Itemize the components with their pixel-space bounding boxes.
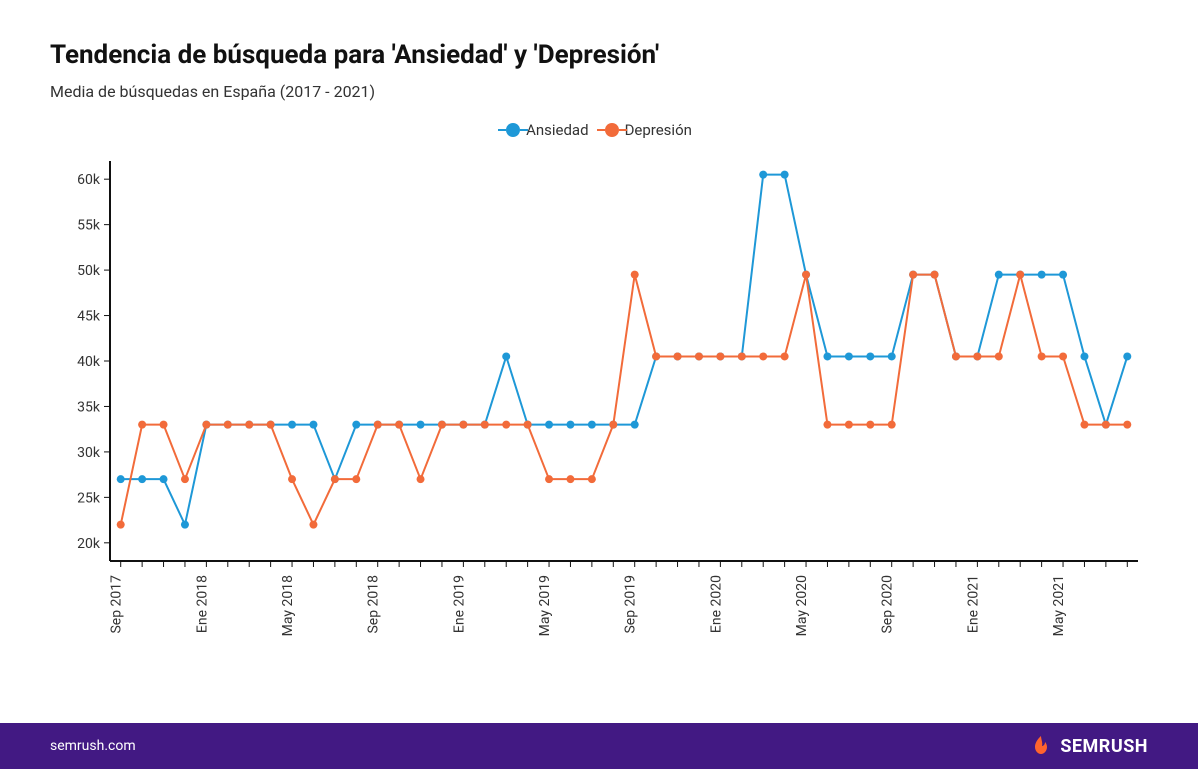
svg-text:45k: 45k	[77, 309, 101, 325]
svg-text:Sep 2020: Sep 2020	[880, 575, 896, 634]
chart-subtitle: Media de búsquedas en España (2017 - 202…	[50, 82, 1148, 101]
svg-text:Ene 2021: Ene 2021	[965, 575, 981, 633]
svg-text:Ene 2018: Ene 2018	[194, 575, 210, 633]
svg-text:55k: 55k	[77, 218, 101, 234]
svg-text:30k: 30k	[77, 445, 101, 461]
legend-label: Ansiedad	[526, 121, 589, 139]
svg-text:May 2019: May 2019	[537, 575, 553, 636]
svg-text:50k: 50k	[77, 263, 101, 279]
legend-item: Depresión	[605, 121, 692, 139]
svg-text:Sep 2019: Sep 2019	[623, 575, 639, 634]
footer-brand: SEMRUSH	[1028, 734, 1148, 758]
svg-text:May 2018: May 2018	[280, 575, 296, 636]
chart-legend: Ansiedad Depresión	[50, 121, 1148, 141]
footer-bar: semrush.com SEMRUSH	[0, 723, 1198, 769]
brand-text: SEMRUSH	[1060, 736, 1148, 757]
legend-item: Ansiedad	[506, 121, 589, 139]
svg-text:Ene 2020: Ene 2020	[708, 575, 724, 633]
svg-text:20k: 20k	[77, 536, 101, 552]
legend-label: Depresión	[625, 121, 692, 139]
svg-text:Sep 2017: Sep 2017	[109, 575, 125, 634]
svg-text:40k: 40k	[77, 354, 101, 370]
svg-text:35k: 35k	[77, 399, 101, 415]
chart-area: Ansiedad Depresión 20k 25k 30k 35k 40k 45k 50k 5…	[50, 121, 1148, 681]
svg-text:May 2020: May 2020	[794, 575, 810, 636]
svg-text:25k: 25k	[77, 490, 101, 506]
svg-text:Sep 2018: Sep 2018	[366, 575, 382, 634]
svg-text:60k: 60k	[77, 172, 101, 188]
svg-text:May 2021: May 2021	[1051, 575, 1067, 636]
legend-marker-icon	[506, 123, 520, 137]
footer-url: semrush.com	[50, 738, 136, 754]
svg-text:Ene 2019: Ene 2019	[451, 575, 467, 633]
chart-title: Tendencia de búsqueda para 'Ansiedad' y …	[50, 40, 1148, 70]
line-chart: 20k 25k 30k 35k 40k 45k 50k 55k 60k Sep 2017 Ene 2…	[50, 151, 1148, 671]
flame-icon	[1028, 734, 1052, 758]
legend-marker-icon	[605, 123, 619, 137]
